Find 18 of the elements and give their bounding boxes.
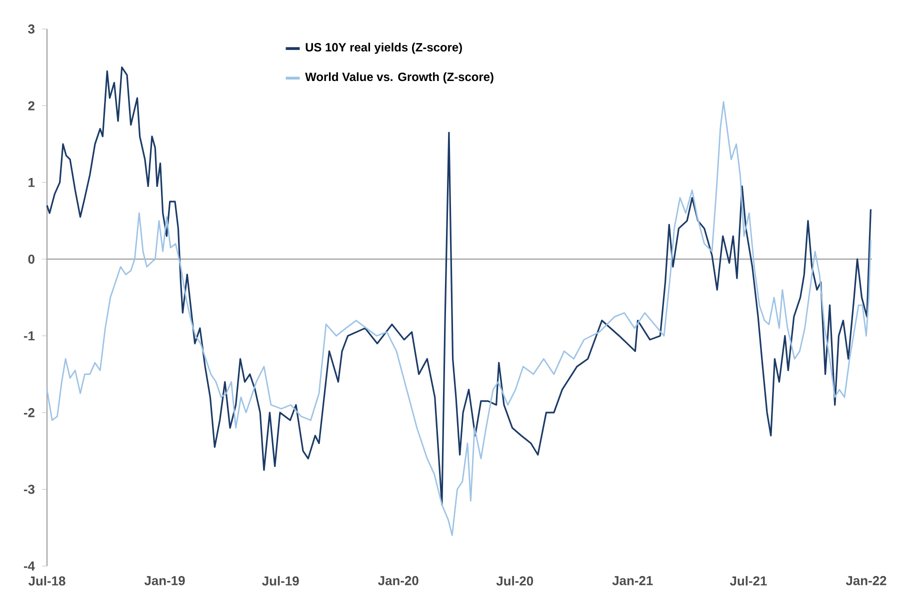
y-tick-label: -2 <box>24 408 34 418</box>
y-tick-label: -4 <box>24 562 35 570</box>
legend-label: US 10Y real yields (Z-score) <box>306 42 462 54</box>
y-tick-label: 3 <box>28 24 34 34</box>
x-tick-label: Jul-20 <box>496 576 534 586</box>
y-tick-label: 1 <box>28 178 35 187</box>
x-tick-label: Jul-19 <box>262 576 299 586</box>
x-tick-label: Jan-19 <box>144 576 185 586</box>
x-tick-label: Jul-21 <box>730 576 767 586</box>
x-tick-label: Jul-18 <box>28 576 66 586</box>
y-tick-label: -1 <box>24 331 35 340</box>
legend-label: World Value vs. Growth (Z-score) <box>305 72 494 84</box>
y-tick-label: 0 <box>28 254 34 264</box>
y-tick-label: -3 <box>24 484 34 494</box>
y-tick-label: 2 <box>28 101 34 110</box>
x-tick-label: Jan-20 <box>378 576 418 586</box>
x-tick-label: Jan-21 <box>612 576 653 586</box>
x-tick-label: Jan-22 <box>846 576 886 586</box>
